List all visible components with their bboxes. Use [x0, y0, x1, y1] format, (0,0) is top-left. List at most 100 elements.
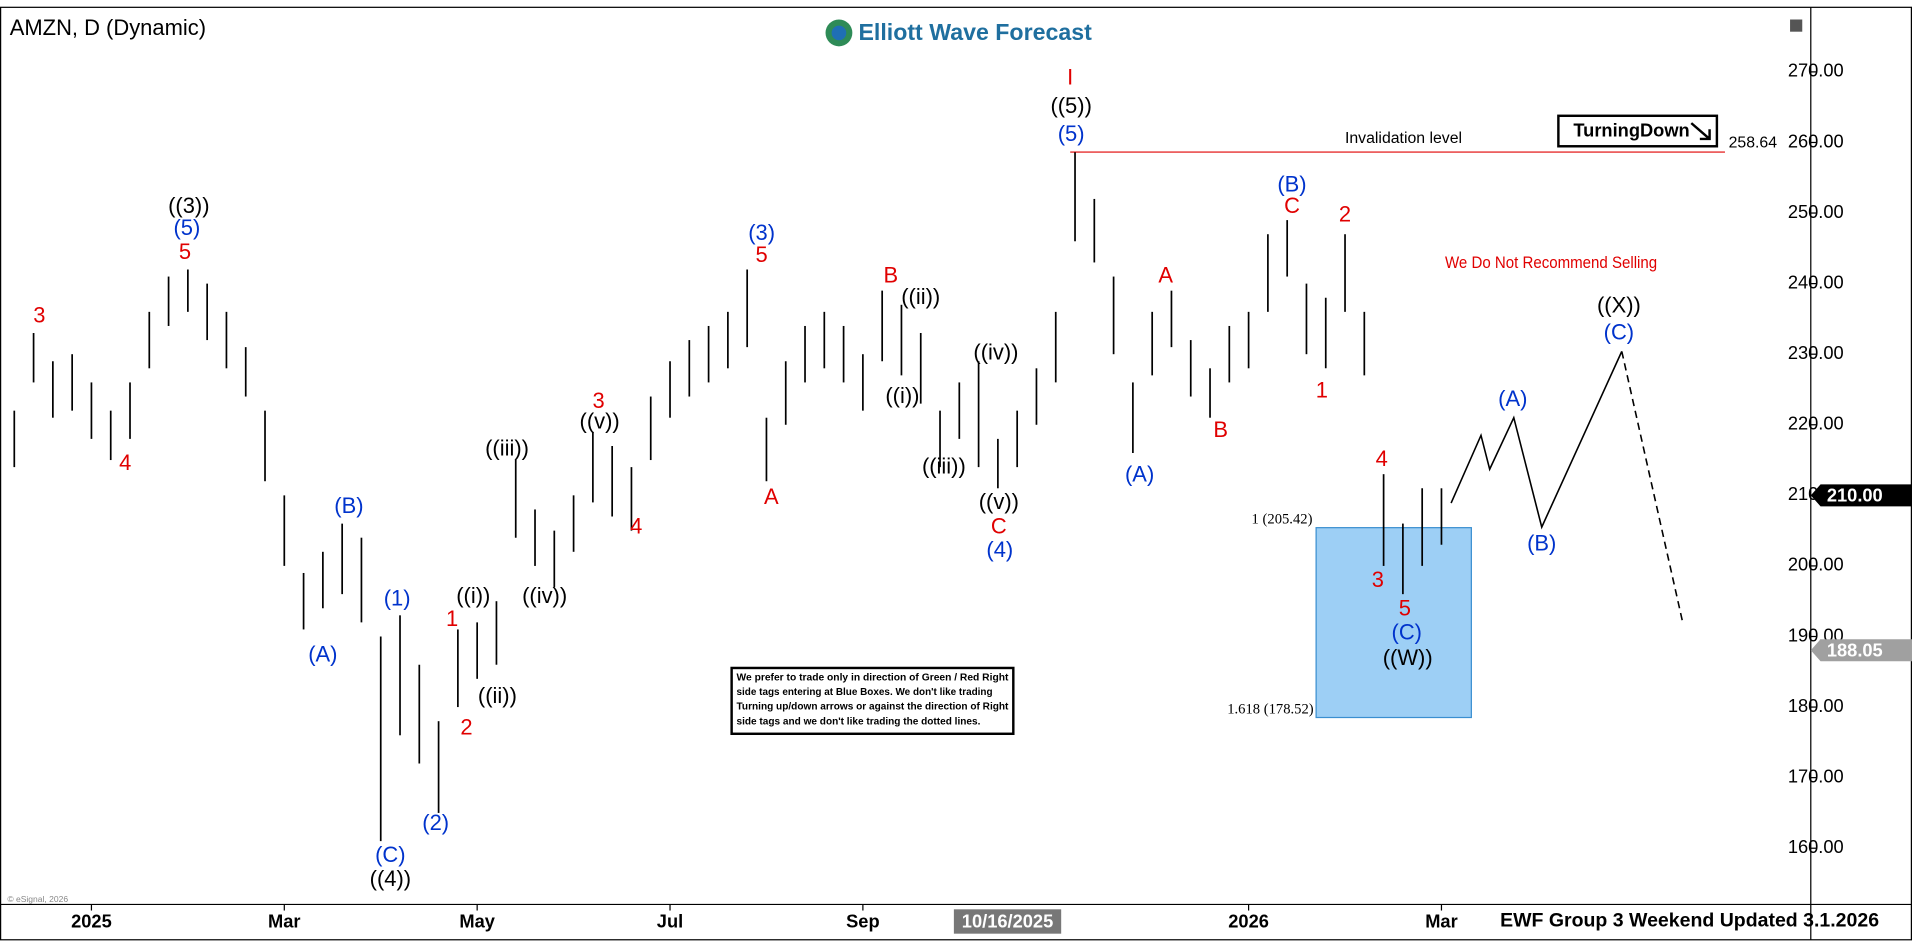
wave-label: ((i)) [885, 383, 919, 408]
wave-label: (3) [748, 220, 775, 245]
wave-label: B [884, 262, 899, 287]
brand: Elliott Wave Forecast [858, 19, 1092, 45]
disclaimer-line: side tags entering at Blue Boxes. We don… [737, 687, 993, 698]
x-tick-label: 2025 [71, 911, 112, 932]
wave-label: C [1284, 193, 1300, 218]
wave-label: ((ii)) [901, 284, 940, 309]
wave-label: A [764, 484, 779, 509]
plot-area [13, 151, 1725, 842]
wave-label: (4) [986, 537, 1013, 562]
wave-label: (A) [1498, 386, 1527, 411]
window-icon [1790, 19, 1803, 32]
wave-label: ((v)) [979, 489, 1019, 514]
y-tick-label: 170.00 [1788, 765, 1844, 786]
x-tick-label: May [459, 911, 495, 932]
y-tick-label: 270.00 [1788, 60, 1844, 81]
wave-label: (C) [1604, 320, 1634, 345]
copyright: © eSignal, 2026 [7, 894, 68, 904]
projection-path [1450, 351, 1623, 530]
wave-label: C [991, 514, 1007, 539]
logo: Elliott Wave Forecast [825, 19, 1092, 47]
target-box [1315, 527, 1472, 719]
wave-label: ((iv)) [522, 583, 567, 608]
wave-label: 1 [446, 606, 458, 631]
wave-label: (B) [1277, 171, 1306, 196]
wave-label: (2) [422, 810, 449, 835]
projection-dashed-path [1621, 351, 1684, 622]
frame [0, 6, 1912, 941]
wave-label: (5) [173, 215, 200, 240]
price-tag [1810, 484, 1912, 507]
x-tick-label: Sep [846, 911, 880, 932]
wave-label: 3 [33, 303, 45, 328]
disclaimer-box [730, 666, 1015, 736]
wave-label: ((iii)) [485, 435, 529, 460]
wave-label: 2 [1339, 202, 1351, 227]
badge-text: TurningDown [1573, 119, 1689, 140]
y-tick-label: 160.00 [1788, 836, 1844, 857]
x-tick-label: Jul [657, 911, 683, 932]
y-tick-label: 220.00 [1788, 413, 1844, 434]
x-tick-label: Mar [1425, 911, 1457, 932]
wave-label: 4 [1376, 446, 1388, 471]
wave-label: ((iv)) [973, 339, 1018, 364]
wave-label: (B) [334, 493, 363, 518]
logo-icon-inner [831, 25, 847, 41]
y-tick-label: 230.00 [1788, 342, 1844, 363]
invalidation-value: 258.64 [1729, 135, 1778, 152]
wave-label: ((v)) [580, 408, 620, 433]
badge: TurningDown [1557, 114, 1719, 148]
x-tick-label: Mar [268, 911, 300, 932]
chart-title: AMZN, D (Dynamic) [10, 15, 206, 40]
box-label: 1 (205.42) [1252, 512, 1313, 528]
wave-label: ((W)) [1383, 645, 1433, 670]
wave-label: 5 [1399, 595, 1411, 620]
wave-label: (A) [1125, 461, 1154, 486]
cursor-date-box [953, 909, 1062, 934]
wave-label: 3 [593, 388, 605, 413]
price-tag [1810, 639, 1912, 662]
wave-label: I [1067, 65, 1073, 90]
invalidation-text: Invalidation level [1345, 130, 1462, 147]
disclaimer: We prefer to trade only in direction of … [730, 666, 1015, 736]
wave-label: 5 [756, 242, 768, 267]
wave-label: 5 [179, 239, 191, 264]
wave-label: (A) [308, 641, 337, 666]
y-tick-label: 260.00 [1788, 130, 1844, 151]
wave-label: ((X)) [1597, 293, 1641, 318]
wave-label: 1 [1316, 377, 1328, 402]
cursor-date: 10/16/2025 [962, 911, 1053, 932]
warning: We Do Not Recommend Selling [1445, 253, 1657, 272]
wave-label: ((iii)) [922, 454, 966, 479]
wave-label: (C) [375, 842, 405, 867]
badge-arrow [1690, 122, 1711, 141]
wave-label: B [1213, 417, 1228, 442]
wave-label: A [1158, 262, 1173, 287]
disclaimer-line: We prefer to trade only in direction of … [737, 672, 1009, 683]
wave-label: (1) [384, 586, 411, 611]
wave-label: (5) [1058, 121, 1085, 146]
y-tick-label: 240.00 [1788, 271, 1844, 292]
y-tick-label: 200.00 [1788, 554, 1844, 575]
footer: EWF Group 3 Weekend Updated 3.1.2026 [1500, 910, 1879, 932]
price-tag-label: 188.05 [1827, 639, 1883, 660]
wave-label: ((ii)) [478, 683, 517, 708]
wave-label: 3 [1372, 567, 1384, 592]
wave-label: 2 [460, 715, 472, 740]
wave-label: ((i)) [456, 583, 490, 608]
x-tick-label: 2026 [1228, 911, 1269, 932]
wave-label: 4 [119, 450, 131, 475]
wave-label: ((3)) [168, 193, 209, 218]
y-tick-label: 180.00 [1788, 695, 1844, 716]
wave-label: (C) [1392, 619, 1422, 644]
price-tag-label: 210.00 [1827, 484, 1883, 505]
wave-label: 4 [630, 514, 642, 539]
disclaimer-line: side tags and we don't like trading the … [737, 716, 981, 727]
wave-label: (B) [1527, 531, 1556, 556]
badge-box [1557, 114, 1719, 148]
y-tick-label: 250.00 [1788, 201, 1844, 222]
wave-label: ((5)) [1050, 93, 1091, 118]
